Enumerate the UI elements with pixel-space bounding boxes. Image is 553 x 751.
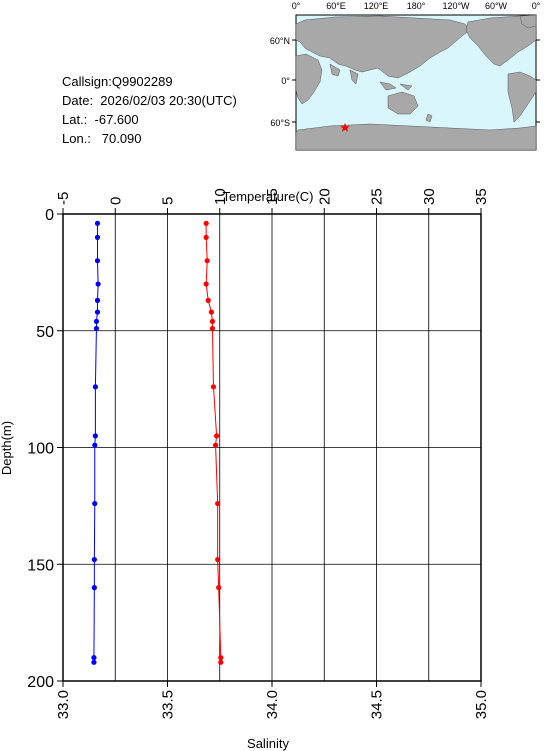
location-map: 0° 60°E 120°E 180° 120°W 60°W 0° 60°N 0° 6 bbox=[270, 1, 541, 151]
salinity-point bbox=[91, 556, 97, 563]
temperature-axis-label: Temperature(C) bbox=[222, 189, 313, 204]
temperature-point bbox=[214, 433, 220, 439]
salinity-point bbox=[94, 258, 101, 264]
map-lon-tick: 0° bbox=[292, 1, 301, 11]
temperature-point bbox=[203, 281, 209, 287]
station-marker-icon bbox=[340, 123, 350, 132]
temperature-point bbox=[209, 325, 216, 332]
salinity-tick-label: 34.5 bbox=[369, 690, 386, 719]
temperature-point bbox=[208, 309, 214, 315]
temp-tick-label: 20 bbox=[316, 188, 333, 205]
salinity-line bbox=[93, 223, 99, 663]
temperature-point bbox=[204, 258, 210, 264]
map-lon-tick-labels: 0° 60°E 120°E 180° 120°W 60°W 0° bbox=[292, 1, 541, 11]
temperature-point bbox=[216, 585, 222, 591]
temperature-point bbox=[218, 659, 224, 665]
temp-tick-label: 5 bbox=[160, 197, 177, 205]
lat-label: Lat.: -67.600 bbox=[62, 112, 139, 127]
temperature-point bbox=[209, 318, 216, 325]
salinity-point bbox=[92, 433, 98, 439]
station-info: Callsign:Q9902289 Date: 2026/02/03 20:30… bbox=[62, 72, 237, 148]
salinity-tick-label: 34.0 bbox=[264, 690, 281, 719]
salinity-point bbox=[91, 585, 97, 591]
temperature-point bbox=[203, 220, 209, 226]
map-land bbox=[295, 14, 537, 151]
salinity-point bbox=[92, 442, 98, 448]
temperature-point bbox=[215, 556, 221, 563]
salinity-point bbox=[93, 325, 100, 332]
salinity-point bbox=[92, 500, 98, 507]
temperature-point bbox=[203, 234, 209, 240]
depth-tick-label: 100 bbox=[27, 441, 54, 458]
temp-tick-label: 25 bbox=[369, 188, 386, 205]
salinity-tick-label: 33.5 bbox=[160, 690, 177, 719]
chart-grid bbox=[62, 213, 482, 682]
salinity-point bbox=[91, 655, 97, 661]
depth-axis-label: Depth(m) bbox=[0, 421, 14, 475]
date-label: Date: 2026/02/03 20:30(UTC) bbox=[62, 93, 237, 108]
map-lat-60s: 60°S bbox=[270, 118, 290, 128]
callsign-label: Callsign:Q9902289 bbox=[62, 74, 173, 89]
map-lon-tick: 180° bbox=[407, 1, 426, 11]
salinity-point bbox=[94, 297, 101, 303]
salinity-point bbox=[93, 318, 100, 325]
map-lon-tick: 60°E bbox=[326, 1, 346, 11]
map-lat-ticks bbox=[292, 39, 540, 123]
depth-tick-label: 50 bbox=[36, 324, 54, 341]
map-lat-60n: 60°N bbox=[270, 36, 290, 46]
temperature-line bbox=[205, 223, 222, 663]
salinity-tick-label: 35.0 bbox=[473, 690, 490, 719]
map-lon-tick: 60°W bbox=[485, 1, 508, 11]
salinity-point bbox=[94, 220, 101, 226]
map-lon-tick: 120°W bbox=[442, 1, 470, 11]
temp-tick-label: 30 bbox=[421, 188, 438, 205]
map-lat-0: 0° bbox=[281, 76, 290, 86]
temperature-point bbox=[218, 655, 224, 661]
temperature-point bbox=[205, 297, 211, 303]
salinity-point bbox=[95, 281, 101, 287]
temp-tick-label: -5 bbox=[55, 192, 72, 205]
salinity-point bbox=[94, 234, 101, 240]
temp-tick-label: 10 bbox=[212, 188, 229, 205]
temp-tick-label: 15 bbox=[264, 188, 281, 205]
salinity-point bbox=[91, 659, 97, 665]
salinity-tick-label: 33.0 bbox=[55, 690, 72, 719]
temperature-point bbox=[212, 442, 219, 448]
temperature-point bbox=[215, 500, 221, 507]
chart-series bbox=[91, 220, 224, 665]
depth-tick-label: 200 bbox=[27, 674, 54, 691]
temp-tick-label: 0 bbox=[107, 197, 124, 205]
map-lon-tick: 0° bbox=[532, 1, 541, 11]
salinity-axis-label: Salinity bbox=[247, 736, 289, 751]
depth-tick-label: 150 bbox=[27, 557, 54, 574]
salinity-point bbox=[94, 309, 101, 315]
temp-tick-label: 35 bbox=[473, 188, 490, 205]
lon-label: Lon.: 70.090 bbox=[62, 131, 142, 146]
depth-tick-label: 0 bbox=[45, 207, 54, 224]
temperature-point bbox=[210, 384, 217, 390]
map-lon-tick: 120°E bbox=[364, 1, 389, 11]
salinity-point bbox=[92, 384, 98, 390]
